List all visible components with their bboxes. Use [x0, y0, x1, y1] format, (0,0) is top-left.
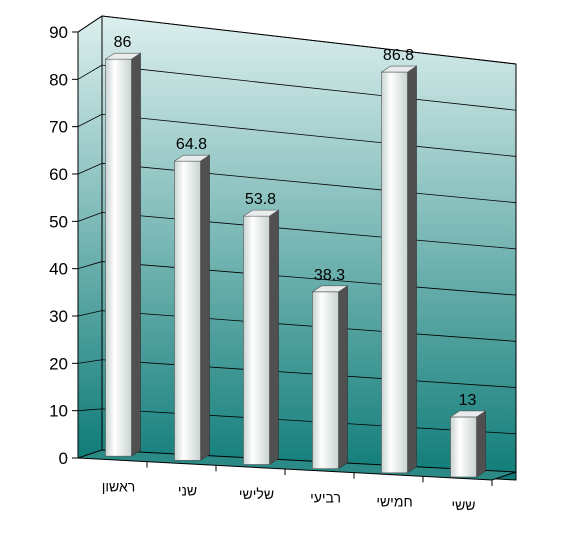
data-label: 38.3	[314, 267, 345, 284]
gridline-side	[77, 113, 103, 128]
bar-top	[242, 209, 280, 217]
bar-side	[200, 154, 210, 461]
gridline-side	[77, 408, 103, 412]
y-tick-label: 10	[49, 402, 68, 421]
gridline-side	[77, 64, 103, 80]
y-tick-label: 20	[49, 354, 68, 373]
category-label: ששי	[451, 497, 475, 513]
plot-wall	[77, 15, 517, 481]
bar-top	[380, 65, 418, 73]
y-tick-label: 30	[49, 307, 68, 326]
bar-side	[131, 52, 141, 457]
gridline	[101, 15, 517, 65]
data-labels: 86 64.8 53.8 38.3 86.8 13	[114, 34, 477, 409]
category-label: שני	[178, 482, 197, 498]
y-tick-label: 40	[49, 260, 68, 279]
gridline	[101, 212, 517, 250]
gridline-side	[77, 212, 103, 222]
y-tick-label: 0	[59, 449, 68, 468]
gridline	[101, 359, 517, 388]
bar-top	[449, 410, 487, 418]
data-label: 86.8	[383, 47, 414, 64]
bar-front	[105, 58, 132, 457]
y-tick-label: 80	[49, 70, 68, 89]
gridline	[101, 64, 517, 111]
y-tick-label: 50	[49, 212, 68, 231]
bar-side	[269, 209, 279, 466]
gridline-side	[77, 359, 103, 364]
gridline	[101, 113, 517, 157]
bar	[449, 410, 487, 478]
y-tick-label: 60	[49, 165, 68, 184]
gridlines	[77, 15, 517, 435]
y-tick-label: 70	[49, 118, 68, 137]
gridline	[101, 408, 517, 435]
gridline	[101, 310, 517, 342]
bar	[173, 154, 211, 461]
bar-front	[450, 416, 477, 478]
bar-top	[311, 285, 349, 293]
y-axis: 0 10 20 30 40 50 60 70 80 90	[49, 23, 79, 468]
gridline-side	[77, 310, 103, 317]
bar-side	[338, 285, 348, 470]
bar-side	[476, 410, 486, 478]
bar-side	[407, 65, 417, 474]
gridline	[101, 261, 517, 296]
bar-front	[174, 160, 201, 461]
bar-front	[312, 291, 339, 469]
data-label: 86	[114, 34, 132, 51]
category-label: שלישי	[239, 486, 274, 502]
bar	[380, 65, 418, 474]
category-label: חמישי	[376, 493, 412, 509]
category-label: ראשון	[102, 479, 135, 495]
bar	[104, 52, 142, 457]
x-axis-labels: ראשון שני שלישי רביעי חמישי ששי	[102, 461, 493, 513]
data-label: 53.8	[245, 191, 276, 208]
bar-top	[173, 154, 211, 162]
category-label: רביעי	[310, 490, 341, 506]
gridline-side	[77, 261, 103, 270]
back-wall	[101, 15, 517, 481]
gridline	[101, 162, 517, 204]
gridline-side	[77, 15, 103, 33]
bar	[311, 285, 349, 470]
bar-front	[381, 71, 408, 474]
bar-front	[243, 215, 270, 465]
side-wall	[77, 15, 103, 459]
y-tick-label: 90	[49, 23, 68, 42]
bar	[242, 209, 280, 466]
bars	[104, 52, 487, 478]
gridline-side	[77, 162, 103, 175]
data-label: 13	[459, 392, 477, 409]
bar-top	[104, 52, 142, 60]
data-label: 64.8	[176, 136, 207, 153]
